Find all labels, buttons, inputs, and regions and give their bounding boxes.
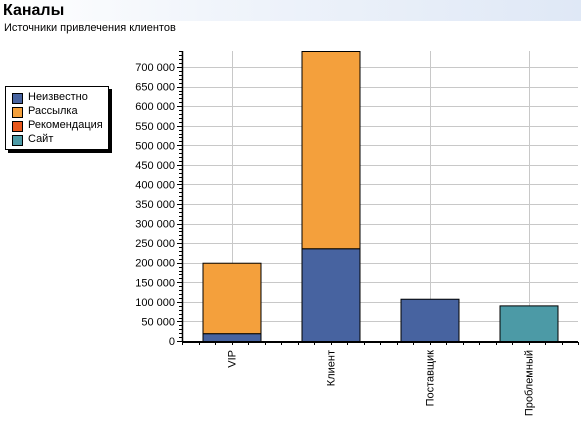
- legend-swatch-site: [12, 135, 23, 146]
- legend-swatch-referral: [12, 121, 23, 132]
- y-tick-label: 450 000: [135, 160, 175, 172]
- legend-swatch-unknown: [12, 93, 23, 104]
- x-tick-label: VIP: [227, 350, 239, 368]
- y-tick-label: 250 000: [135, 238, 175, 250]
- page-subtitle: Источники привлечения клиентов: [4, 22, 176, 34]
- legend-label-mailing: Рассылка: [28, 105, 78, 117]
- y-tick-label: 150 000: [135, 277, 175, 289]
- y-tick-label: 650 000: [135, 82, 175, 94]
- bar-segment: [301, 248, 361, 342]
- y-tick-label: 600 000: [135, 101, 175, 113]
- bar-segment: [202, 333, 262, 342]
- y-tick-label: 700 000: [135, 62, 175, 74]
- bar-segment: [202, 262, 262, 335]
- x-tick-label: Клиент: [326, 350, 338, 386]
- legend-label-site: Сайт: [28, 133, 54, 145]
- y-tick-label: 100 000: [135, 297, 175, 309]
- bar-segment: [400, 298, 460, 342]
- y-tick-label: 350 000: [135, 199, 175, 211]
- bar-segment: [301, 51, 361, 250]
- y-tick-label: 0: [169, 336, 175, 348]
- legend-label-referral: Рекомендация: [28, 119, 103, 131]
- y-tick-label: 50 000: [141, 316, 175, 328]
- y-tick-label: 200 000: [135, 258, 175, 270]
- bar-segment: [499, 305, 559, 342]
- legend-swatch-mailing: [12, 107, 23, 118]
- chart-legend: Неизвестно Рассылка Рекомендация Сайт: [5, 86, 109, 150]
- y-tick-label: 400 000: [135, 179, 175, 191]
- y-tick-label: 500 000: [135, 140, 175, 152]
- y-tick-label: 550 000: [135, 121, 175, 133]
- page-title: Каналы: [3, 2, 65, 19]
- x-tick-label: Поставщик: [425, 350, 437, 407]
- title-bar: Каналы: [0, 0, 581, 21]
- x-tick-label: Проблемный: [524, 350, 536, 416]
- legend-label-unknown: Неизвестно: [28, 91, 88, 103]
- y-tick-label: 300 000: [135, 219, 175, 231]
